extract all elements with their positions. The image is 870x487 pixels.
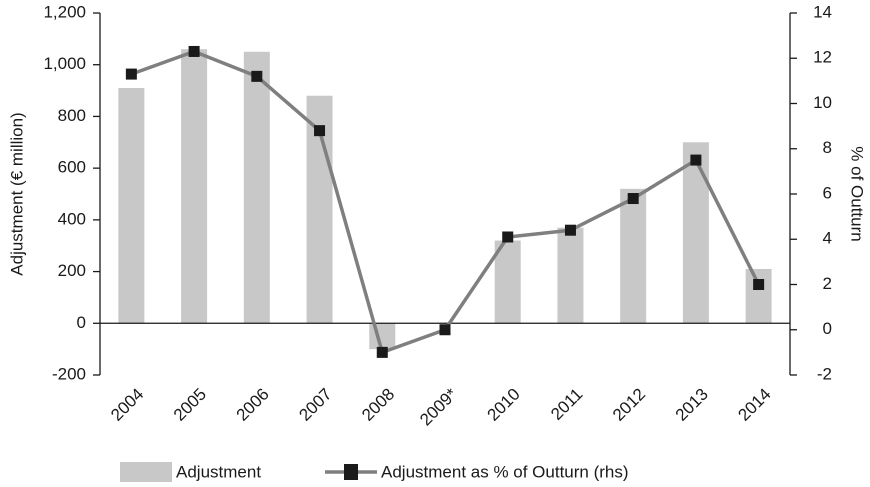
y-tick-label: -200 bbox=[52, 364, 86, 383]
x-tick-label: 2008 bbox=[358, 385, 398, 425]
marker bbox=[376, 346, 388, 358]
line bbox=[130, 49, 761, 355]
x-tick-label: 2012 bbox=[609, 385, 649, 425]
bar bbox=[745, 268, 772, 324]
marker bbox=[753, 279, 765, 290]
x-tick-label: 2010 bbox=[484, 385, 524, 425]
legend-label: Adjustment bbox=[176, 462, 261, 481]
marker bbox=[439, 324, 451, 336]
y-tick-label: 800 bbox=[58, 106, 86, 125]
marker bbox=[502, 231, 514, 243]
y2-tick-label: 4 bbox=[823, 229, 832, 248]
y-tick-label: 1,000 bbox=[43, 54, 86, 73]
x-tick-label: 2004 bbox=[107, 385, 147, 425]
marker bbox=[314, 125, 326, 137]
bar bbox=[494, 240, 521, 324]
y2-tick-label: 0 bbox=[823, 319, 832, 338]
x-tick-label: 2007 bbox=[295, 385, 335, 425]
bar bbox=[682, 142, 709, 324]
y2-tick-label: -2 bbox=[817, 364, 832, 383]
y2-tick-label: 6 bbox=[823, 183, 832, 202]
x-tick-label: 2009* bbox=[416, 384, 461, 429]
y2-tick-label: 2 bbox=[823, 274, 832, 293]
y-tick-label: 0 bbox=[77, 313, 86, 332]
y-tick-label: 600 bbox=[58, 158, 86, 177]
bar bbox=[181, 49, 208, 324]
x-tick-label: 2013 bbox=[672, 385, 712, 425]
x-tick-label: 2005 bbox=[170, 385, 210, 425]
marker bbox=[188, 45, 200, 57]
bar bbox=[620, 188, 647, 324]
marker bbox=[627, 193, 639, 205]
bar bbox=[118, 87, 145, 324]
bar bbox=[243, 51, 270, 324]
bar bbox=[557, 227, 584, 324]
y-tick-label: 400 bbox=[58, 209, 86, 228]
x-tick-label: 2014 bbox=[734, 385, 774, 425]
y2-tick-label: 10 bbox=[813, 93, 832, 112]
bar bbox=[369, 323, 396, 350]
legend-swatch bbox=[120, 462, 172, 482]
legend-marker bbox=[344, 464, 358, 480]
y2-tick-label: 8 bbox=[823, 138, 832, 157]
y-axis-title: Adjustment (€ million) bbox=[7, 112, 26, 275]
y2-tick-label: 12 bbox=[813, 48, 832, 67]
marker bbox=[125, 68, 137, 80]
legend-label: Adjustment as % of Outturn (rhs) bbox=[381, 462, 629, 481]
x-tick-label: 2006 bbox=[233, 385, 273, 425]
y2-tick-label: 14 bbox=[813, 2, 832, 21]
marker bbox=[690, 154, 702, 166]
marker bbox=[251, 70, 263, 82]
x-tick-label: 2011 bbox=[547, 385, 586, 424]
marker bbox=[564, 224, 576, 236]
y-tick-label: 1,200 bbox=[43, 2, 86, 21]
y2-axis-title: % of Outturn bbox=[848, 146, 867, 241]
y-tick-label: 200 bbox=[58, 261, 86, 280]
